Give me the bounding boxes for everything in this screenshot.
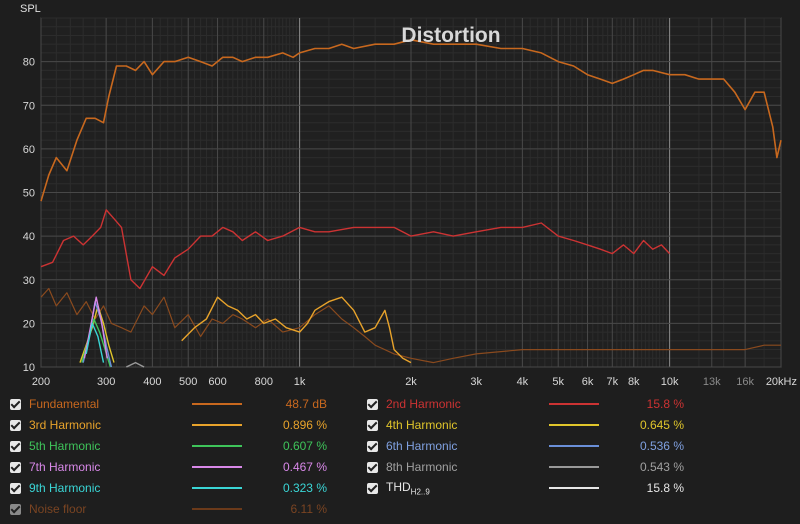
legend-swatch-fundamental bbox=[192, 403, 242, 405]
checkbox-2nd-harmonic[interactable] bbox=[367, 398, 378, 410]
legend-swatch-2nd-harmonic bbox=[549, 403, 599, 405]
legend-label-2nd-harmonic: 2nd Harmonic bbox=[386, 397, 461, 411]
legend-value-2nd-harmonic: 15.8 % bbox=[646, 397, 684, 411]
legend-value-4th-harmonic: 0.645 % bbox=[639, 418, 684, 432]
x-tick-label: 5k bbox=[552, 376, 564, 388]
y-tick-label: 40 bbox=[23, 231, 35, 243]
x-tick-label: 20kHz bbox=[766, 376, 797, 388]
checkbox-4th-harmonic[interactable] bbox=[367, 419, 378, 431]
legend-row-2nd-harmonic: 2nd Harmonic 15.8 % bbox=[367, 394, 697, 414]
legend-label-5th-harmonic: 5th Harmonic bbox=[29, 439, 101, 453]
y-tick-label: 30 bbox=[23, 275, 35, 287]
distortion-chart: 200 300 400 500 600 800 1k 2k 3k 4k 5k 6k 7k 8k 10k 13k… bbox=[20, 3, 797, 388]
legend-label-7th-harmonic: 7th Harmonic bbox=[29, 460, 101, 474]
legend-row-9th-harmonic: 9th Harmonic 0.323 % bbox=[10, 478, 350, 498]
checkbox-7th-harmonic[interactable] bbox=[10, 461, 21, 473]
series-line-8th-harmonic bbox=[125, 361, 145, 368]
legend-swatch-8th-harmonic bbox=[549, 466, 599, 468]
legend-label-8th-harmonic: 8th Harmonic bbox=[386, 460, 458, 474]
checkbox-noise-floor[interactable] bbox=[10, 503, 21, 515]
x-tick-label: 400 bbox=[143, 376, 161, 388]
x-tick-label: 6k bbox=[582, 376, 594, 388]
legend-value-7th-harmonic: 0.467 % bbox=[282, 460, 327, 474]
legend-swatch-6th-harmonic bbox=[549, 445, 599, 447]
legend-label-3rd-harmonic: 3rd Harmonic bbox=[29, 418, 102, 432]
legend-row-8th-harmonic: 8th Harmonic 0.543 % bbox=[367, 457, 697, 477]
checkbox-5th-harmonic[interactable] bbox=[10, 440, 21, 452]
legend-row-6th-harmonic: 6th Harmonic 0.536 % bbox=[367, 436, 697, 456]
legend-value-fundamental: 48.7 dB bbox=[285, 397, 327, 411]
checkbox-6th-harmonic[interactable] bbox=[367, 440, 378, 452]
y-tick-label: 70 bbox=[23, 100, 35, 112]
legend-value-6th-harmonic: 0.536 % bbox=[639, 439, 684, 453]
x-tick-label: 10k bbox=[661, 376, 679, 388]
legend-label-fundamental: Fundamental bbox=[29, 397, 100, 411]
legend-swatch-5th-harmonic bbox=[192, 445, 242, 447]
x-tick-label: 8k bbox=[628, 376, 640, 388]
legend-value-noise-floor: 6.11 % bbox=[290, 502, 327, 516]
x-tick-label: 4k bbox=[517, 376, 529, 388]
legend-swatch-9th-harmonic bbox=[192, 487, 242, 489]
legend-label-9th-harmonic: 9th Harmonic bbox=[29, 481, 101, 495]
x-tick-label: 300 bbox=[97, 376, 115, 388]
series-line-7th-harmonic bbox=[83, 296, 108, 359]
legend-swatch-4th-harmonic bbox=[549, 424, 599, 426]
legend-label-thd-text: THD bbox=[386, 479, 411, 494]
y-tick-label: 20 bbox=[23, 318, 35, 330]
legend-value-thd: 15.8 % bbox=[646, 481, 684, 495]
series-line-2nd-harmonic bbox=[40, 209, 671, 290]
legend-label-thd: THDH2..9 bbox=[386, 480, 536, 496]
legend-row-5th-harmonic: 5th Harmonic 0.607 % bbox=[10, 436, 350, 456]
legend-swatch-3rd-harmonic bbox=[192, 424, 242, 426]
legend-value-8th-harmonic: 0.543 % bbox=[639, 460, 684, 474]
y-tick-label: 50 bbox=[23, 188, 35, 200]
legend: Fundamental 48.7 dB 3rd Harmonic 0.896 %… bbox=[0, 392, 800, 524]
x-tick-label: 800 bbox=[255, 376, 273, 388]
x-tick-label: 2k bbox=[405, 376, 417, 388]
legend-swatch-thd bbox=[549, 487, 599, 489]
series-line-thd bbox=[40, 287, 781, 364]
y-tick-label: 10 bbox=[23, 362, 35, 374]
x-tick-label: 13k bbox=[703, 376, 721, 388]
legend-value-5th-harmonic: 0.607 % bbox=[282, 439, 327, 453]
x-tick-label: 1k bbox=[294, 376, 306, 388]
chart-title: Distortion bbox=[401, 24, 500, 47]
legend-value-3rd-harmonic: 0.896 % bbox=[282, 418, 327, 432]
x-tick-label: 600 bbox=[208, 376, 226, 388]
legend-row-noise-floor: Noise floor 6.11 % bbox=[10, 499, 350, 519]
series-line-3rd-harmonic bbox=[181, 296, 412, 364]
x-tick-label: 500 bbox=[179, 376, 197, 388]
legend-swatch-7th-harmonic bbox=[192, 466, 242, 468]
legend-row-thd: THDH2..9 15.8 % bbox=[367, 478, 697, 498]
checkbox-8th-harmonic[interactable] bbox=[367, 461, 378, 473]
x-tick-label: 200 bbox=[32, 376, 50, 388]
y-tick-label: 80 bbox=[23, 57, 35, 69]
legend-row-7th-harmonic: 7th Harmonic 0.467 % bbox=[10, 457, 350, 477]
y-axis-label: SPL bbox=[20, 3, 41, 15]
legend-label-noise-floor: Noise floor bbox=[29, 502, 87, 516]
legend-label-6th-harmonic: 6th Harmonic bbox=[386, 439, 458, 453]
legend-row-fundamental: Fundamental 48.7 dB bbox=[10, 394, 350, 414]
checkbox-9th-harmonic[interactable] bbox=[10, 482, 21, 494]
legend-label-thd-sub: H2..9 bbox=[410, 487, 430, 497]
legend-value-9th-harmonic: 0.323 % bbox=[282, 481, 327, 495]
x-tick-label: 3k bbox=[470, 376, 482, 388]
y-tick-label: 60 bbox=[23, 144, 35, 156]
x-tick-label: 7k bbox=[606, 376, 618, 388]
legend-row-4th-harmonic: 4th Harmonic 0.645 % bbox=[367, 415, 697, 435]
checkbox-fundamental[interactable] bbox=[10, 398, 21, 410]
legend-swatch-noise-floor bbox=[192, 508, 242, 510]
legend-label-4th-harmonic: 4th Harmonic bbox=[386, 418, 458, 432]
legend-row-3rd-harmonic: 3rd Harmonic 0.896 % bbox=[10, 415, 350, 435]
x-tick-label: 16k bbox=[736, 376, 754, 388]
series-line-9th-harmonic bbox=[85, 322, 105, 363]
series-line-fundamental bbox=[40, 39, 782, 202]
checkbox-thd[interactable] bbox=[367, 482, 378, 494]
checkbox-3rd-harmonic[interactable] bbox=[10, 419, 21, 431]
